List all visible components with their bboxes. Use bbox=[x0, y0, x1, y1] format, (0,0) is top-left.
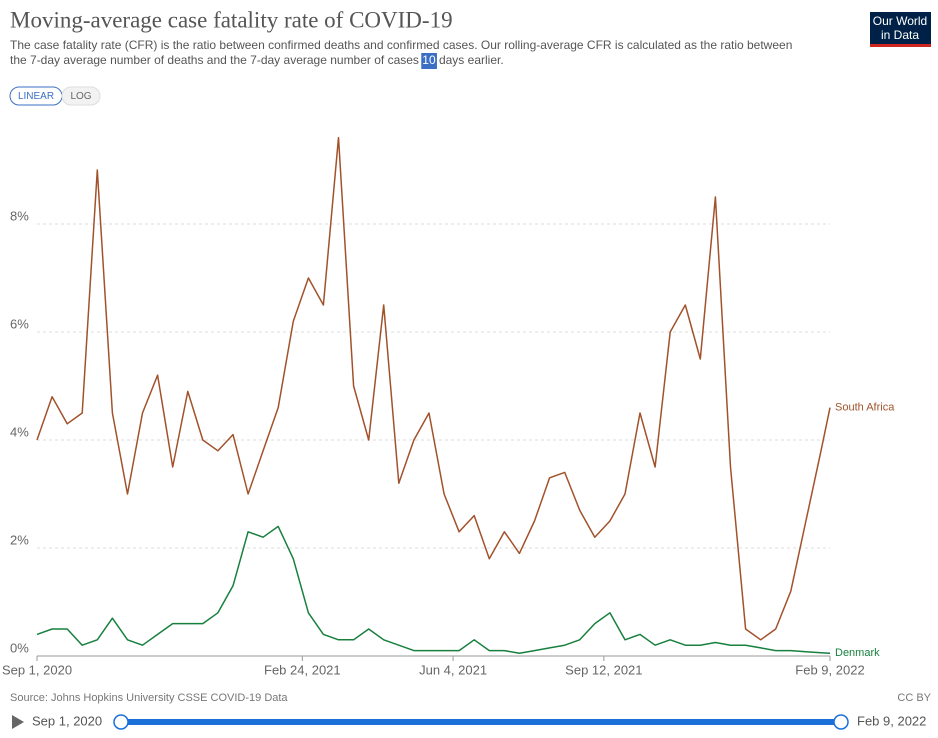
y-tick-label: 0% bbox=[10, 640, 29, 655]
subtitle: the 7-day average number of deaths and t… bbox=[10, 53, 504, 67]
chart-title: Moving-average case fatality rate of COV… bbox=[10, 7, 453, 32]
series-label: South Africa bbox=[835, 402, 895, 414]
timeline-handle[interactable] bbox=[113, 714, 129, 730]
series-line bbox=[36, 525, 831, 655]
timeline-end: Feb 9, 2022 bbox=[857, 713, 926, 728]
subtitle-highlight: 10 bbox=[422, 53, 436, 67]
x-tick-label: Feb 9, 2022 bbox=[795, 662, 864, 677]
timeline-handle[interactable] bbox=[833, 714, 849, 730]
y-tick-label: 4% bbox=[10, 424, 29, 439]
y-tick-label: 6% bbox=[10, 316, 29, 331]
series-label: Denmark bbox=[835, 647, 880, 659]
subtitle: The case fatality rate (CFR) is the rati… bbox=[10, 38, 792, 52]
y-tick-label: 2% bbox=[10, 532, 29, 547]
source: Source: Johns Hopkins University CSSE CO… bbox=[10, 692, 288, 704]
timeline-bar[interactable] bbox=[121, 719, 841, 725]
play-button[interactable] bbox=[12, 715, 24, 729]
subtitle-part: the 7-day average number of deaths and t… bbox=[10, 53, 422, 67]
plot: 0% 2% 4% 6% 8% Sep 1, 2020 Feb 24, 2021 Jun 4, … bbox=[2, 136, 895, 677]
button-label: LINEAR bbox=[18, 91, 54, 102]
x-tick-label: Jun 4, 2021 bbox=[419, 662, 487, 677]
timeline-start: Sep 1, 2020 bbox=[32, 713, 102, 728]
series-line bbox=[36, 136, 831, 641]
log-button[interactable] bbox=[61, 86, 101, 106]
x-tick-label: Sep 12, 2021 bbox=[565, 662, 642, 677]
x-tick-label: Feb 24, 2021 bbox=[264, 662, 341, 677]
logo[interactable] bbox=[870, 12, 931, 46]
y-tick-label: 8% bbox=[10, 208, 29, 223]
logo-bar bbox=[870, 44, 931, 47]
logo-text: in Data bbox=[881, 28, 919, 42]
highlight bbox=[421, 53, 437, 69]
subtitle-part: days earlier. bbox=[436, 53, 504, 67]
logo-text: Our World bbox=[873, 14, 927, 28]
x-tick-label: Sep 1, 2020 bbox=[2, 662, 72, 677]
button-label: LOG bbox=[70, 91, 91, 102]
license[interactable]: CC BY bbox=[897, 692, 931, 704]
